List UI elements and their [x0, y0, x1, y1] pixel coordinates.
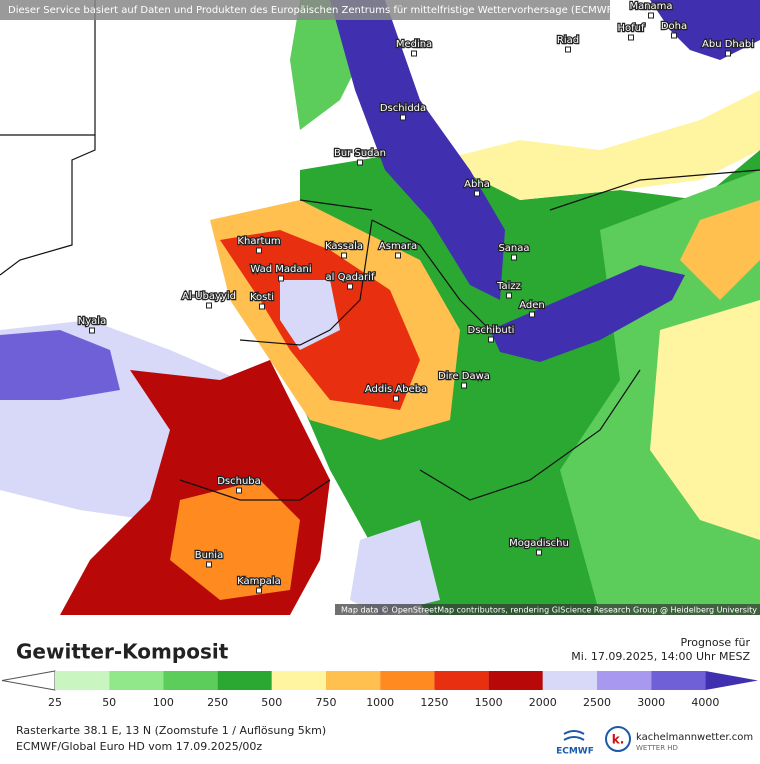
- city-label: Al-Ubayyid: [182, 291, 236, 302]
- legend-swatch: [651, 671, 706, 690]
- panel-title: Gewitter-Komposit: [16, 640, 229, 664]
- legend-swatch: [380, 671, 435, 690]
- city-marker: [357, 159, 363, 166]
- city-label: Mogadischu: [509, 538, 569, 549]
- city-marker: [474, 190, 480, 197]
- forecast-time: Mi. 17.09.2025, 14:00 Uhr MESZ: [571, 650, 750, 663]
- legend-arrow: [1, 670, 56, 691]
- site-logo-sub: WETTER HD: [636, 744, 678, 752]
- city-label: Riad: [557, 35, 579, 46]
- city-label: Addis Abeba: [365, 384, 427, 395]
- legend-label: 250: [207, 696, 228, 709]
- city-marker: [725, 50, 731, 57]
- city-label: Kosti: [250, 292, 274, 303]
- city-marker: [461, 382, 467, 389]
- legend-label: 1000: [366, 696, 394, 709]
- city-marker: [206, 302, 212, 309]
- site-icon: [605, 726, 631, 752]
- legend-swatch: [217, 671, 272, 690]
- city-label: Bur Sudan: [334, 148, 386, 159]
- site-logo: kachelmannwetter.com: [636, 732, 753, 743]
- disclaimer: Dieser Service basiert auf Daten und Pro…: [8, 5, 616, 16]
- city-marker: [529, 311, 535, 318]
- city-label: Abha: [464, 179, 490, 190]
- legend-arrow: [705, 671, 758, 690]
- city-label: Kampala: [237, 576, 281, 587]
- city-label: Abu Dhabi: [702, 39, 754, 50]
- city-marker: [236, 487, 242, 494]
- legend: 25 50 100 250 500 750 1000 1250 1500 2000 2500 3000…: [1, 670, 758, 709]
- legend-label: 3000: [637, 696, 665, 709]
- legend-label: 25: [48, 696, 62, 709]
- city-label: Dschuba: [217, 476, 261, 487]
- city-marker: [256, 587, 262, 594]
- legend-swatch: [434, 671, 489, 690]
- city-marker: [671, 32, 677, 39]
- legend-label: 500: [261, 696, 282, 709]
- city-marker: [511, 254, 517, 261]
- city-label: Wad Madani: [250, 264, 311, 275]
- city-label: Kassala: [325, 241, 363, 252]
- legend-label: 1500: [475, 696, 503, 709]
- legend-label: 4000: [691, 696, 719, 709]
- legend-swatch: [326, 671, 381, 690]
- city-marker: [488, 336, 494, 343]
- city-marker: [648, 12, 654, 19]
- legend-swatch: [55, 671, 110, 690]
- city-marker: [411, 50, 417, 57]
- site-icon-letter: k.: [612, 733, 625, 747]
- city-label: Asmara: [379, 241, 417, 252]
- city-label: Bunia: [195, 550, 223, 561]
- city-marker: [341, 252, 347, 259]
- city-label: Taizz: [496, 281, 521, 292]
- legend-swatch: [271, 671, 326, 690]
- forecast-label: Prognose für: [681, 636, 751, 649]
- legend-swatch: [109, 671, 164, 690]
- city-label: Dschidda: [380, 103, 426, 114]
- legend-swatch: [542, 671, 597, 690]
- legend-swatch: [488, 671, 543, 690]
- city-marker: [89, 327, 95, 334]
- legend-label: 750: [316, 696, 337, 709]
- ecmwf-logo: ECMWF: [556, 747, 594, 757]
- city-marker: [628, 34, 634, 41]
- city-marker: [395, 252, 401, 259]
- city-marker: [347, 283, 353, 290]
- city-marker: [536, 549, 542, 556]
- city-label: Aden: [519, 300, 545, 311]
- legend-label: 2500: [583, 696, 611, 709]
- city-label: al Qadarif: [326, 272, 375, 283]
- city-marker: [206, 561, 212, 568]
- city-label: Medina: [396, 39, 432, 50]
- city-marker: [256, 247, 262, 254]
- city-label: Dire Dawa: [438, 371, 490, 382]
- city-label: Manama: [629, 1, 672, 12]
- legend-label: 100: [153, 696, 174, 709]
- city-label: Khartum: [237, 236, 280, 247]
- city-marker: [565, 46, 571, 53]
- city-marker: [400, 114, 406, 121]
- city-label: Hofuf: [617, 23, 644, 34]
- city-marker: [259, 303, 265, 310]
- map-attribution: Map data © OpenStreetMap contributors, r…: [341, 606, 757, 615]
- city-label: Nyala: [78, 316, 106, 327]
- city-label: Doha: [661, 21, 687, 32]
- footer-line: Rasterkarte 38.1 E, 13 N (Zoomstufe 1 / …: [16, 724, 326, 737]
- city-marker: [278, 275, 284, 282]
- legend-label: 50: [102, 696, 116, 709]
- city-label: Sanaa: [498, 243, 529, 254]
- legend-label: 1250: [420, 696, 448, 709]
- city-marker: [393, 395, 399, 402]
- footer-line: ECMWF/Global Euro HD vom 17.09.2025/00z: [16, 740, 262, 753]
- map: Dieser Service basiert auf Daten und Pro…: [0, 0, 760, 615]
- legend-swatch: [163, 671, 218, 690]
- legend-swatch: [597, 671, 652, 690]
- ecmwf-icon: [563, 730, 585, 741]
- legend-label: 2000: [529, 696, 557, 709]
- city-marker: [506, 292, 512, 299]
- city-label: Dschibuti: [468, 325, 515, 336]
